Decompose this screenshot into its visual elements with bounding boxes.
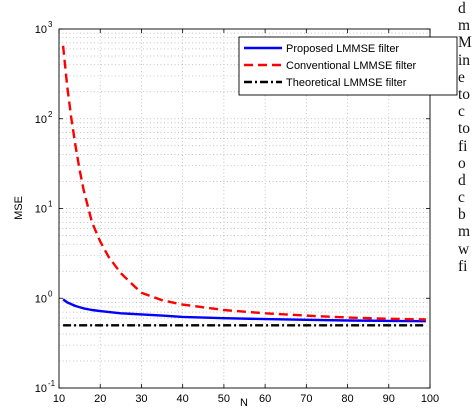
side-text-line: w [458, 240, 470, 258]
x-tick-label: 90 [383, 393, 395, 405]
axis-ticks [58, 28, 431, 389]
x-tick-labels: 10 20 30 40 50 60 70 80 90 100 [53, 393, 439, 405]
legend-label-2: Conventional LMMSE filter [286, 60, 417, 72]
side-text-line: c [458, 189, 465, 207]
y-tick-label-exponent: 1 [48, 200, 53, 209]
x-tick-label: 40 [177, 393, 189, 405]
side-text-line: d [458, 171, 466, 189]
x-tick-label: 30 [135, 393, 147, 405]
x-tick-label: 60 [259, 393, 271, 405]
side-text-line: b [458, 206, 466, 224]
y-tick-label-exponent: 0 [48, 289, 53, 298]
y-tick-label-exponent: 2 [48, 110, 53, 119]
side-text-line: fi [458, 137, 468, 155]
y-tick-label: 10 [35, 204, 47, 216]
series-layer [61, 45, 426, 327]
y-tick-label: 10 [35, 293, 47, 305]
y-tick-label-exponent: -1 [48, 379, 56, 388]
y-tick-label: 10 [35, 114, 47, 126]
side-text-line: o [458, 154, 466, 172]
y-tick-label-exponent: 3 [48, 20, 53, 29]
series-line-1 [62, 298, 426, 323]
y-tick-label-base: 10 [35, 24, 47, 36]
side-text-line: to [458, 85, 471, 103]
y-tick-label-base: 10 [35, 383, 47, 395]
y-tick-label: 10 [35, 24, 47, 36]
y-tick-label: 10 [35, 383, 47, 395]
legend: Proposed LMMSE filter Conventional LMMSE … [238, 36, 458, 96]
side-text-line: m [458, 223, 471, 241]
x-tick-label: 80 [341, 393, 353, 405]
side-text-line: fi [458, 257, 468, 275]
legend-label-1: Proposed LMMSE filter [286, 43, 399, 55]
side-text-line: e [458, 68, 465, 86]
y-tick-label-base: 10 [35, 204, 47, 216]
x-tick-label: 50 [218, 393, 230, 405]
x-tick-label: 70 [300, 393, 312, 405]
x-axis-label: N [240, 397, 248, 409]
x-tick-label: 20 [94, 393, 106, 405]
side-text-line: d [458, 0, 466, 17]
side-text-line: to [458, 120, 471, 138]
x-tick-label: 10 [53, 393, 65, 405]
x-tick-label: 100 [421, 393, 439, 405]
y-tick-label-base: 10 [35, 293, 47, 305]
side-text-line: in [458, 51, 471, 69]
side-text-line: m [458, 17, 471, 35]
side-text-line: c [458, 103, 465, 121]
y-axis-label: MSE [13, 196, 25, 220]
legend-label-3: Theoretical LMMSE filter [286, 77, 407, 89]
side-text-line: M [458, 34, 472, 52]
y-tick-label-base: 10 [35, 114, 47, 126]
